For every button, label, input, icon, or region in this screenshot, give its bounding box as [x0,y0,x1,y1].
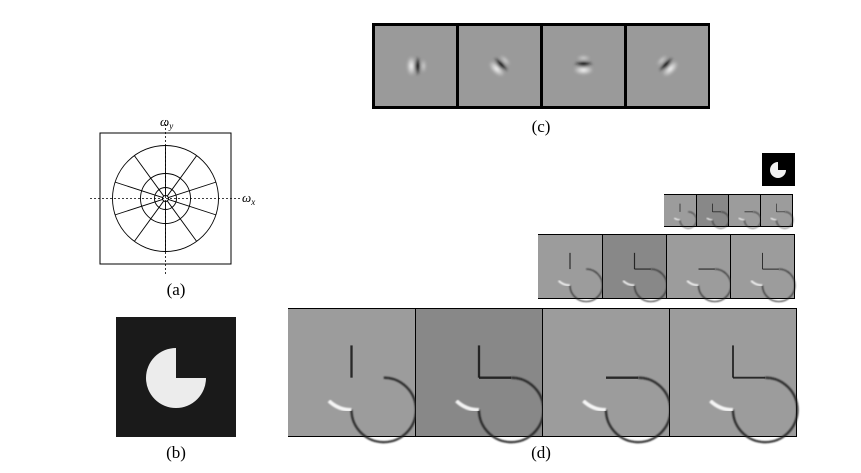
pyramid-level [538,234,796,303]
angular-spoke [133,200,165,242]
caption-c: (c) [532,117,551,136]
edge-arc-dark [776,211,794,229]
caption-b: (b) [166,443,186,462]
filter-cell [627,26,708,106]
panel-c-filters [372,23,710,109]
edge-arc-light [455,399,480,412]
response-cell [667,235,732,303]
edge-arc-dark [477,376,545,444]
angular-spoke [168,181,217,199]
panel-a-frequency-tiling: ωy ωx [90,114,255,275]
pyramid-level [288,308,799,444]
filter-light-lobe [662,60,679,77]
edge-arc-light [327,399,352,412]
edge-arc-dark [712,211,730,229]
response-cell [697,195,730,229]
filter-cell [375,26,456,106]
edge-arc-light [738,217,745,221]
filter-side-lobe [656,54,668,66]
caption-a: (a) [167,280,186,299]
edge-arc-dark [569,268,604,303]
caption-d: (d) [531,443,551,462]
pyramid-level-0-image [762,153,795,186]
response-cell [670,309,799,444]
response-cell [603,235,668,303]
pyramid-level [664,194,794,229]
edge-arc-light [770,217,777,221]
edge-arc-light [750,280,763,287]
filter-cell [459,26,540,106]
response-cell [538,235,604,303]
filter-dark-lobe [413,56,422,76]
edge-arc-dark [633,268,668,303]
panel-b-input-image [116,317,236,437]
filter-light-lobe [406,56,417,76]
response-cell [731,235,796,303]
filter-side-lobe [499,54,511,66]
edge-arc-dark [604,376,672,444]
response-cell [543,309,672,444]
edge-arc-light [622,280,635,287]
edge-arc-dark [744,211,762,229]
response-cell [416,309,545,444]
response-cell [664,195,697,229]
filter-dark-lobe [658,56,674,73]
filter-side-lobe [576,55,591,61]
filter-light-lobe [488,60,505,77]
filter-dark-lobe [573,60,594,68]
filter-side-lobe [420,59,427,73]
angular-spoke [114,198,163,216]
pacman-shape [146,348,206,408]
response-cell [761,195,794,229]
filter-light-lobe [573,65,594,75]
axis-label-omega-y: ωy [160,114,173,131]
angular-spoke [166,155,198,197]
edge-arc-dark [697,268,732,303]
edge-arc-dark [731,376,799,444]
response-cell [288,309,418,444]
angular-spoke [168,198,217,216]
angular-spoke [166,200,198,242]
edge-arc-light [673,217,681,221]
edge-arc-light [557,280,571,287]
edge-arc-light [706,217,713,221]
edge-arc-dark [761,268,796,303]
edge-arc-light [709,399,734,412]
edge-arc-dark [350,376,418,444]
edge-arc-light [686,280,699,287]
edge-arc-dark [679,211,697,229]
angular-spoke [133,155,165,197]
panel-d-pyramid [288,153,799,444]
filter-cell [543,26,624,106]
axis-label-omega-x: ωx [242,190,255,207]
angular-spoke [114,181,163,199]
filter-dark-lobe [493,56,509,73]
response-cell [729,195,762,229]
edge-arc-light [582,399,607,412]
pyramid-level-0-shape [770,162,786,178]
